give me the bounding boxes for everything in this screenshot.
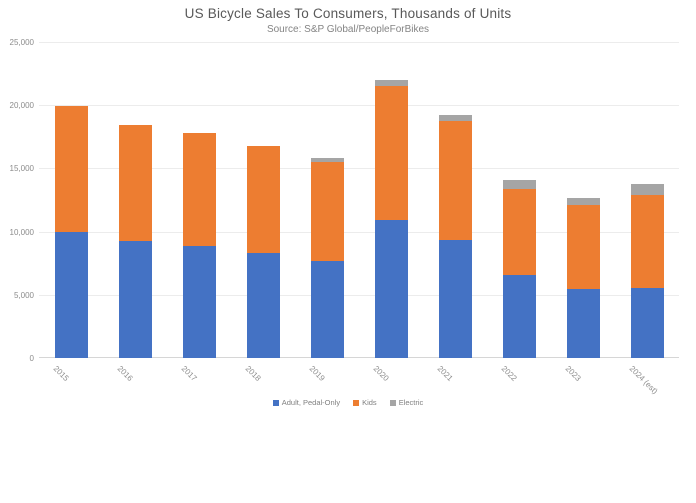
x-axis-label: 2018 — [243, 364, 263, 383]
gridline-25000 — [39, 42, 679, 43]
bar-segment-kids — [54, 105, 88, 232]
y-axis-tick-label: 5,000 — [13, 290, 34, 300]
bar-2023 — [566, 197, 600, 358]
bar-2018 — [246, 146, 280, 358]
legend-item-electric: Electric — [389, 398, 424, 407]
bar-2024-est- — [630, 184, 664, 358]
gridline-5000 — [39, 295, 679, 296]
gridline-0 — [39, 357, 679, 358]
legend-swatch-electric — [389, 399, 396, 406]
chart-title: US Bicycle Sales To Consumers, Thousands… — [184, 6, 512, 21]
legend-swatch-adult-pedal-only — [272, 399, 279, 406]
legend-label-adult-pedal-only: Adult, Pedal-Only — [281, 398, 341, 407]
bar-segment-adult-pedal-only — [438, 240, 472, 358]
bar-2022 — [502, 179, 536, 358]
bar-segment-adult-pedal-only — [310, 260, 344, 358]
bar-segment-adult-pedal-only — [118, 241, 152, 358]
bar-segment-kids — [630, 194, 664, 288]
chart-subtitle: Source: S&P Global/PeopleForBikes — [266, 24, 430, 35]
bar-segment-electric — [374, 79, 408, 87]
bar-segment-kids — [374, 86, 408, 221]
bar-segment-adult-pedal-only — [566, 288, 600, 358]
bar-2017 — [182, 133, 216, 358]
bar-segment-kids — [182, 133, 216, 247]
gridline-10000 — [39, 232, 679, 233]
bar-segment-kids — [118, 125, 152, 242]
bar-segment-kids — [438, 121, 472, 241]
bar-2016 — [118, 125, 152, 358]
bar-segment-adult-pedal-only — [182, 246, 216, 358]
x-axis-label: 2015 — [51, 364, 71, 383]
legend-label-electric: Electric — [398, 398, 424, 407]
bar-segment-electric — [310, 158, 344, 163]
x-axis-label: 2022 — [499, 364, 519, 383]
bar-2021 — [438, 114, 472, 358]
x-axis-label: 2024 (est) — [627, 364, 660, 396]
bar-segment-adult-pedal-only — [246, 253, 280, 358]
gridline-15000 — [39, 168, 679, 169]
legend-swatch-kids — [353, 399, 360, 406]
y-axis-tick-label: 25,000 — [9, 38, 34, 47]
bar-segment-kids — [310, 162, 344, 261]
x-axis-label: 2019 — [307, 364, 327, 383]
legend-item-kids: Kids — [353, 398, 377, 407]
bar-segment-adult-pedal-only — [54, 231, 88, 358]
bar-segment-electric — [502, 179, 536, 189]
legend-label-kids: Kids — [362, 398, 377, 407]
x-axis-label: 2021 — [435, 364, 455, 383]
bar-segment-electric — [438, 114, 472, 122]
x-axis-label: 2017 — [179, 364, 199, 383]
bar-segment-adult-pedal-only — [502, 274, 536, 358]
plot-area — [39, 42, 679, 358]
y-axis-tick-label: 15,000 — [9, 164, 34, 174]
x-axis-label: 2023 — [563, 364, 583, 383]
bar-2015 — [54, 105, 88, 358]
bar-segment-electric — [630, 184, 664, 195]
y-axis-tick-label: 20,000 — [9, 101, 34, 111]
bar-segment-kids — [246, 146, 280, 254]
bar-segment-adult-pedal-only — [374, 220, 408, 358]
x-axis-label: 2016 — [115, 364, 135, 383]
legend-item-adult-pedal-only: Adult, Pedal-Only — [272, 398, 341, 407]
bar-segment-kids — [566, 205, 600, 289]
bar-segment-adult-pedal-only — [630, 287, 664, 358]
gridline-20000 — [39, 105, 679, 106]
legend: Adult, Pedal-Only Kids Electric — [0, 398, 696, 407]
y-axis-tick-label: 10,000 — [9, 227, 34, 237]
bar-2020 — [374, 79, 408, 358]
bar-2019 — [310, 158, 344, 358]
bar-segment-electric — [566, 197, 600, 206]
x-axis-label: 2020 — [371, 364, 391, 383]
y-axis-tick-label: 0 — [29, 354, 34, 363]
bar-segment-kids — [502, 188, 536, 275]
